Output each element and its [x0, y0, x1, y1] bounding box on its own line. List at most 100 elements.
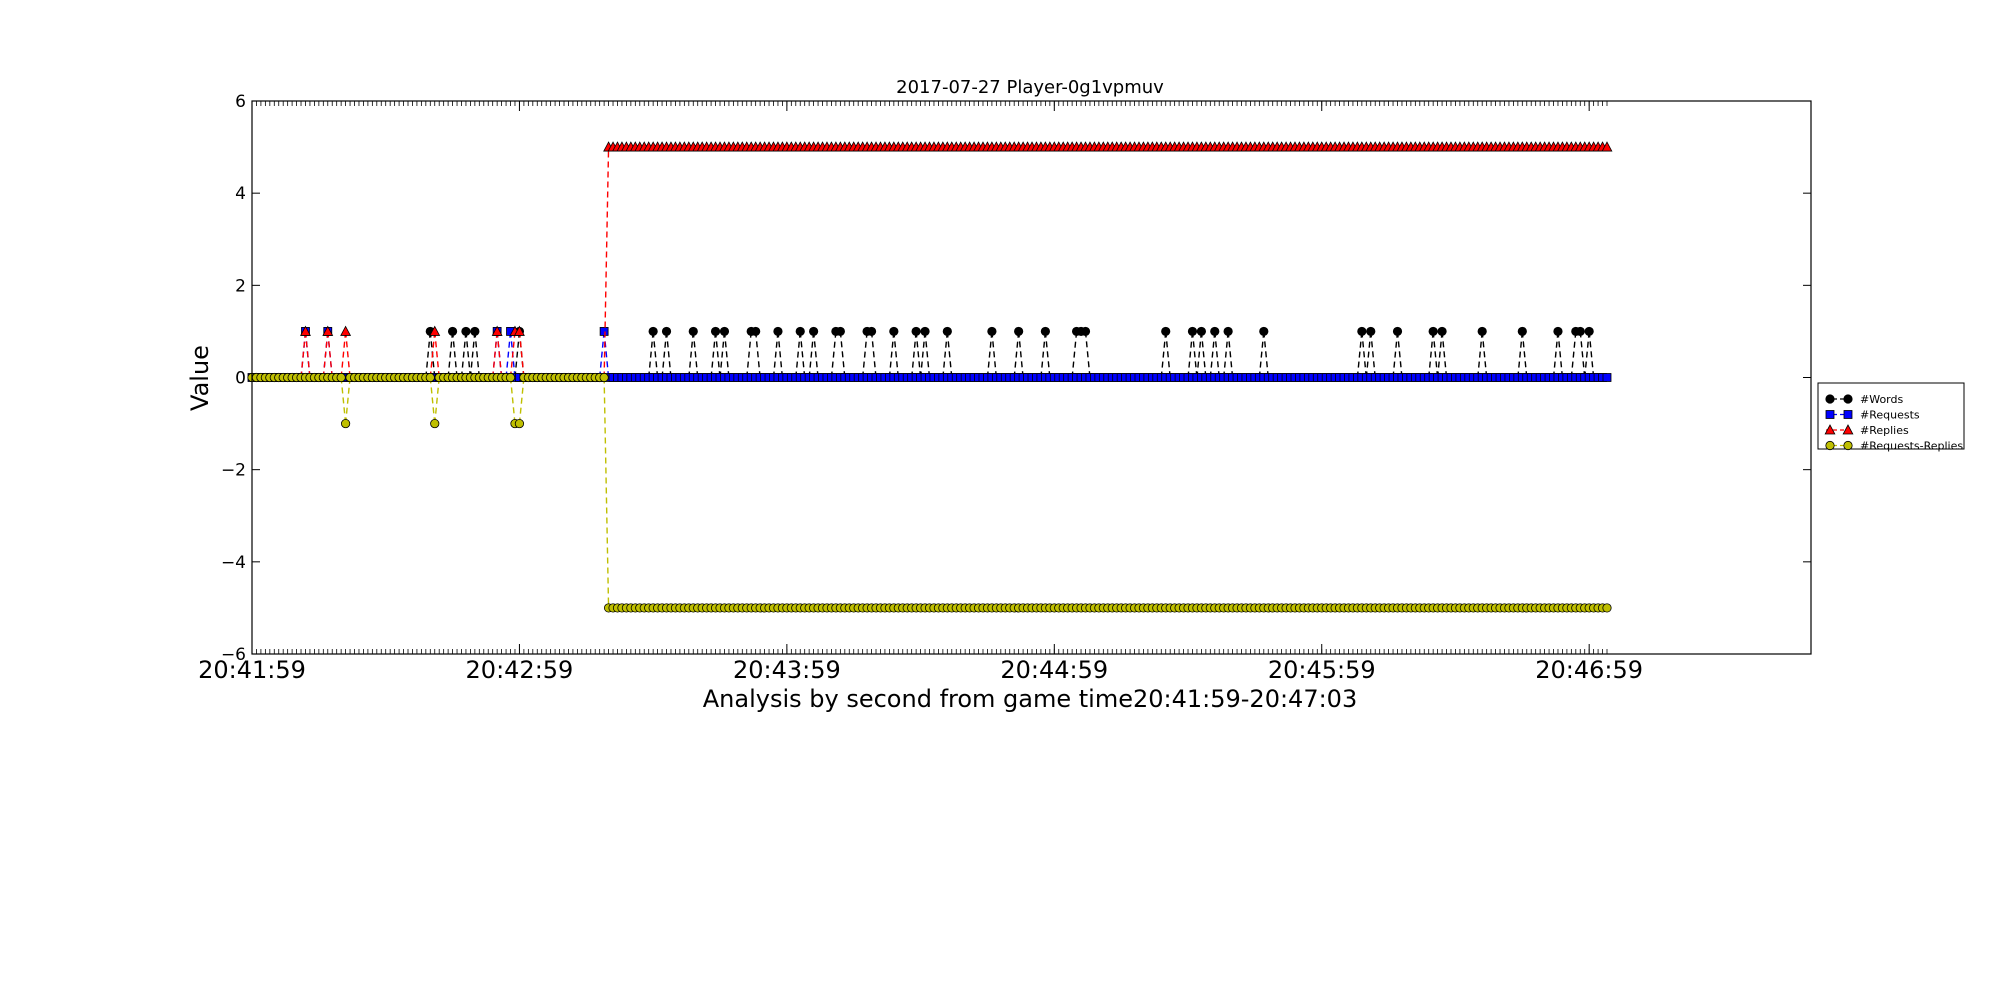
series-line-segment [1570, 331, 1577, 378]
y-tick-label: 6 [235, 92, 246, 112]
legend-marker [1825, 440, 1835, 451]
series-words [425, 326, 1595, 378]
series-line-segment [340, 377, 347, 424]
series-line-segment [429, 377, 436, 424]
series-line-segment [1552, 331, 1559, 378]
series-line-segment [344, 377, 351, 424]
data-point [1187, 326, 1198, 337]
series-line-segment [434, 331, 440, 378]
data-point [835, 326, 845, 337]
data-point [710, 326, 721, 337]
series-line-segment [910, 331, 917, 378]
series-line-segment [469, 331, 476, 378]
data-point [340, 325, 352, 336]
legend-marker [1843, 410, 1853, 419]
series-line-segment [888, 331, 895, 378]
data-point [447, 326, 458, 337]
y-tick-label: −2 [221, 461, 246, 481]
series-line-segment [986, 331, 993, 378]
series-line-segment [1477, 331, 1483, 378]
series-line-segment [714, 331, 721, 378]
series-line-segment [1584, 331, 1590, 378]
series-line-segment [719, 331, 726, 378]
series-line-segment [1365, 331, 1372, 378]
data-point [425, 372, 435, 383]
x-axis: 20:41:59 20:42:59 20:43:59 20:44:59 20:45:59… [198, 101, 1643, 684]
data-point [987, 326, 997, 337]
series-line-segment [1040, 331, 1047, 378]
x-tick-label: 20:46:59 [1535, 656, 1643, 684]
data-point [300, 325, 311, 336]
data-point [322, 325, 334, 336]
series-line-segment [460, 331, 467, 378]
series-line-segment [1017, 331, 1024, 378]
series-line-segment [1557, 331, 1564, 378]
series-line-segment [518, 377, 525, 424]
data-point [809, 326, 819, 337]
series-line-segment [1588, 331, 1595, 378]
data-point [1428, 326, 1438, 337]
data-point [514, 418, 525, 429]
data-point [599, 327, 609, 336]
series-line-segment [688, 331, 694, 378]
data-point [1601, 141, 1613, 152]
data-point [336, 372, 346, 383]
series-line-segment [603, 331, 610, 378]
series-line-segment [919, 331, 926, 378]
legend-marker [1842, 424, 1854, 435]
series-line-segment [647, 331, 654, 378]
series-line-segment [509, 377, 516, 424]
series-line-segment [1187, 331, 1194, 378]
series-line-segment [1214, 331, 1220, 378]
legend-marker [1825, 394, 1835, 404]
series-line-segment [946, 331, 953, 378]
series-line-segment [1579, 331, 1586, 378]
series-line-segment [861, 331, 868, 378]
legend-marker [1843, 440, 1853, 451]
series-line-segment [1263, 331, 1269, 378]
series-line-segment [754, 331, 761, 378]
series-line-segment [304, 331, 311, 378]
data-point [1161, 326, 1171, 337]
data-point [1223, 326, 1233, 337]
series-line-segment [1428, 331, 1434, 378]
legend-box [1817, 382, 1965, 450]
data-point [341, 418, 351, 429]
legend-label: #Replies [1860, 424, 1909, 437]
data-point [505, 372, 516, 383]
series-line-segment [434, 377, 440, 424]
series-line-segment [799, 331, 806, 378]
series-line-segment [1436, 331, 1443, 378]
x-tick-label: 20:42:59 [466, 656, 574, 684]
series-line-segment [830, 331, 837, 378]
data-point [470, 326, 480, 337]
series-line-segment [870, 331, 877, 378]
series-line-segment [491, 331, 498, 378]
series-line-segment [429, 331, 436, 378]
y-axis: 6 4 2 0 −2 −4 −6 [221, 92, 1811, 665]
data-point [1584, 326, 1594, 337]
series-line-segment [661, 331, 668, 378]
series-line-segment [1396, 331, 1403, 378]
data-point [491, 325, 503, 336]
series-line-segment [1222, 331, 1229, 378]
plot-frame [251, 100, 1812, 655]
data-point [461, 326, 471, 337]
data-point [795, 326, 805, 337]
data-point [751, 326, 761, 337]
series-line-segment [991, 331, 998, 378]
data-point [719, 326, 730, 337]
series-line-segment [514, 331, 521, 378]
x-minor-ticks [251, 101, 1608, 654]
series-line-segment [1361, 331, 1368, 378]
series-line-segment [692, 331, 699, 378]
series-line-segment [598, 331, 605, 378]
series-line-segment [509, 331, 516, 378]
legend-marker [1843, 394, 1853, 404]
data-point [648, 326, 658, 337]
series-line-segment [425, 331, 431, 378]
x-tick-label: 20:41:59 [198, 656, 306, 684]
series-line-segment [1200, 331, 1207, 378]
legend-label: #Requests-Replies [1860, 440, 1963, 453]
